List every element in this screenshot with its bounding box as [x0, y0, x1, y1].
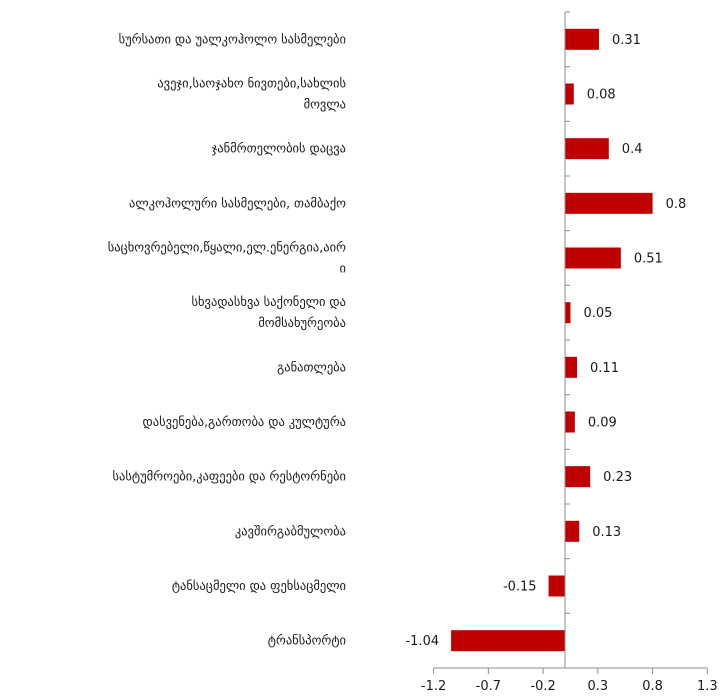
- category-label-line: ალკოჰოლური სასმელები, თამბაქო: [129, 195, 346, 210]
- value-axis-tick-label: 1.3: [697, 679, 718, 694]
- bars: [451, 28, 653, 652]
- bar: [565, 138, 609, 160]
- category-label-line: მომსახურეობა: [258, 315, 346, 330]
- category-label: სასტუმროები,კაფეები და რესტორნები: [113, 468, 346, 483]
- category-label-line: ტანსაცმელი და ფეხსაცმელი: [172, 578, 346, 593]
- data-label: -1.04: [405, 634, 439, 649]
- category-label: ტრანსპორტი: [268, 632, 346, 647]
- axes: -1.2 -0.7 -0.2 0.3 0.8 1.3: [421, 11, 718, 694]
- category-label-line: სასტუმროები,კაფეები და რესტორნები: [113, 468, 346, 483]
- category-label-line: ი: [340, 260, 346, 275]
- category-label: სურსათი და უალკოჰოლო სასმელები: [119, 31, 346, 46]
- bar: [565, 356, 578, 378]
- category-label-line: დასვენება,გართობა და კულტურა: [143, 414, 346, 429]
- category-label: ჯანმრთელობის დაცვა: [212, 140, 346, 155]
- data-label: 0.08: [587, 88, 616, 103]
- category-label-line: სურსათი და უალკოჰოლო სასმელები: [119, 31, 346, 46]
- category-label-line: განათლება: [277, 359, 346, 374]
- bar: [565, 247, 621, 269]
- data-label: 0.4: [622, 142, 643, 157]
- data-label: 0.05: [583, 306, 612, 321]
- bar: [451, 630, 565, 652]
- data-labels: 0.31 0.08 0.4 0.8 0.51 0.05 0.11 0.09 0.23 0.13 -0…: [405, 33, 686, 649]
- value-axis-tick-label: 0.8: [642, 679, 663, 694]
- data-label: -0.15: [503, 580, 537, 595]
- category-label: დასვენება,გართობა და კულტურა: [143, 414, 346, 429]
- category-label-line: ავეჯი,საოჯახო ნივთები,სახლის: [157, 75, 346, 90]
- data-label: 0.13: [592, 525, 621, 540]
- category-label-line: კავშირგაბმულობა: [235, 523, 346, 538]
- category-label: განათლება: [277, 359, 346, 374]
- data-label: 0.31: [612, 33, 641, 48]
- bar: [565, 28, 599, 50]
- bar: [548, 575, 565, 597]
- bar: [565, 466, 591, 488]
- category-label: ალკოჰოლური სასმელები, თამბაქო: [129, 195, 346, 210]
- data-label: 0.09: [588, 416, 617, 431]
- value-axis-tick-label: 0.3: [588, 679, 609, 694]
- category-label: კავშირგაბმულობა: [235, 523, 346, 538]
- value-axis-tick-label: -0.2: [530, 679, 555, 694]
- category-label-line: სხვადასხვა საქონელი და: [192, 294, 347, 309]
- category-label-line: ჯანმრთელობის დაცვა: [212, 140, 346, 155]
- category-label-line: საცხოვრებელი,წყალი,ელ.ენერგია,აირ: [108, 239, 346, 254]
- data-label: 0.11: [590, 361, 619, 376]
- data-label: 0.8: [666, 197, 687, 212]
- category-label: საცხოვრებელი,წყალი,ელ.ენერგია,აირ ი: [108, 239, 346, 275]
- value-axis-tick-label: -1.2: [421, 679, 446, 694]
- bar: [565, 192, 653, 214]
- bar: [565, 520, 580, 542]
- bar: [565, 411, 575, 433]
- category-label: ტანსაცმელი და ფეხსაცმელი: [172, 578, 346, 593]
- category-label-line: ტრანსპორტი: [268, 632, 346, 647]
- category-label: ავეჯი,საოჯახო ნივთები,სახლის მოვლა: [157, 75, 346, 111]
- bar: [565, 83, 574, 105]
- bar: [565, 302, 571, 324]
- data-label: 0.23: [603, 470, 632, 485]
- category-label-line: მოვლა: [304, 96, 346, 111]
- category-label: სხვადასხვა საქონელი და მომსახურეობა: [192, 294, 347, 330]
- category-labels: სურსათი და უალკოჰოლო სასმელები ავეჯი,საოჯ…: [108, 31, 346, 647]
- value-axis-tick-label: -0.7: [476, 679, 501, 694]
- data-label: 0.51: [634, 252, 663, 267]
